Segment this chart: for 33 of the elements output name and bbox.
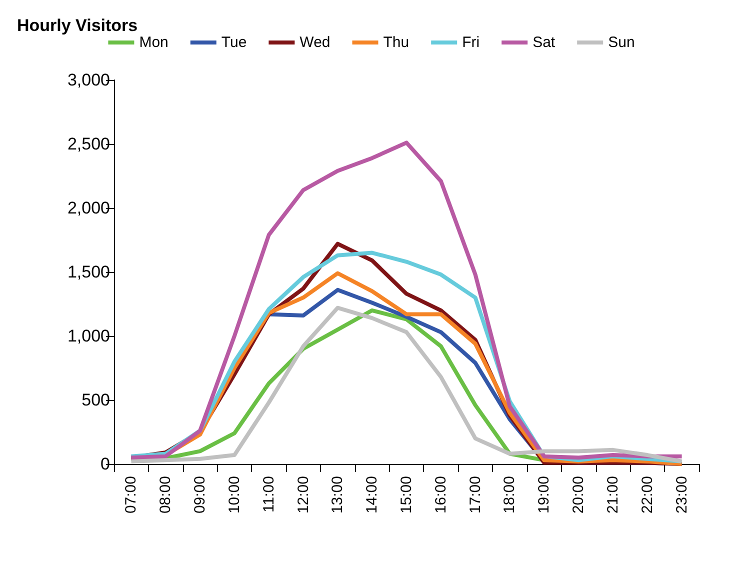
y-tick-label: 500 (82, 390, 110, 410)
y-tick-label: 2,500 (67, 134, 110, 154)
legend-label: Tue (221, 34, 247, 51)
x-tick-label: 20:00 (570, 476, 588, 514)
x-tick-label: 08:00 (157, 476, 174, 514)
x-tick-label: 19:00 (536, 476, 553, 514)
legend-label: Wed (300, 34, 330, 51)
x-tick-label: 10:00 (226, 476, 243, 514)
line-series (129, 140, 684, 460)
legend-label: Thu (383, 34, 410, 51)
x-tick-label: 15:00 (398, 476, 415, 514)
x-tick-label: 11:00 (260, 476, 278, 512)
y-tick-label: 1,000 (67, 326, 110, 346)
x-tick-label: 16:00 (432, 476, 450, 514)
y-tick-label: 1,500 (67, 262, 110, 282)
legend-label: Fri (462, 34, 480, 51)
x-tick-label: 21:00 (604, 476, 622, 514)
x-tick-label: 22:00 (638, 476, 656, 514)
y-tick-label: 3,000 (67, 70, 110, 90)
legend-label: Mon (139, 34, 168, 51)
x-tick-label: 12:00 (294, 476, 312, 514)
x-tick-label: 17:00 (466, 476, 484, 514)
legend-label: Sun (608, 34, 635, 51)
x-tick-label: 23:00 (673, 476, 690, 514)
y-tick-label: 0 (100, 454, 110, 474)
x-tick-label: 09:00 (192, 476, 209, 514)
x-tick-label: 13:00 (329, 476, 346, 514)
x-tick-label: 14:00 (364, 476, 381, 514)
y-tick-label: 2,000 (67, 198, 110, 218)
legend-label: Sat (532, 34, 556, 51)
x-tick-label: 18:00 (501, 476, 518, 514)
chart-title: Hourly Visitors (17, 16, 138, 35)
x-tick-label: 07:00 (122, 476, 140, 514)
